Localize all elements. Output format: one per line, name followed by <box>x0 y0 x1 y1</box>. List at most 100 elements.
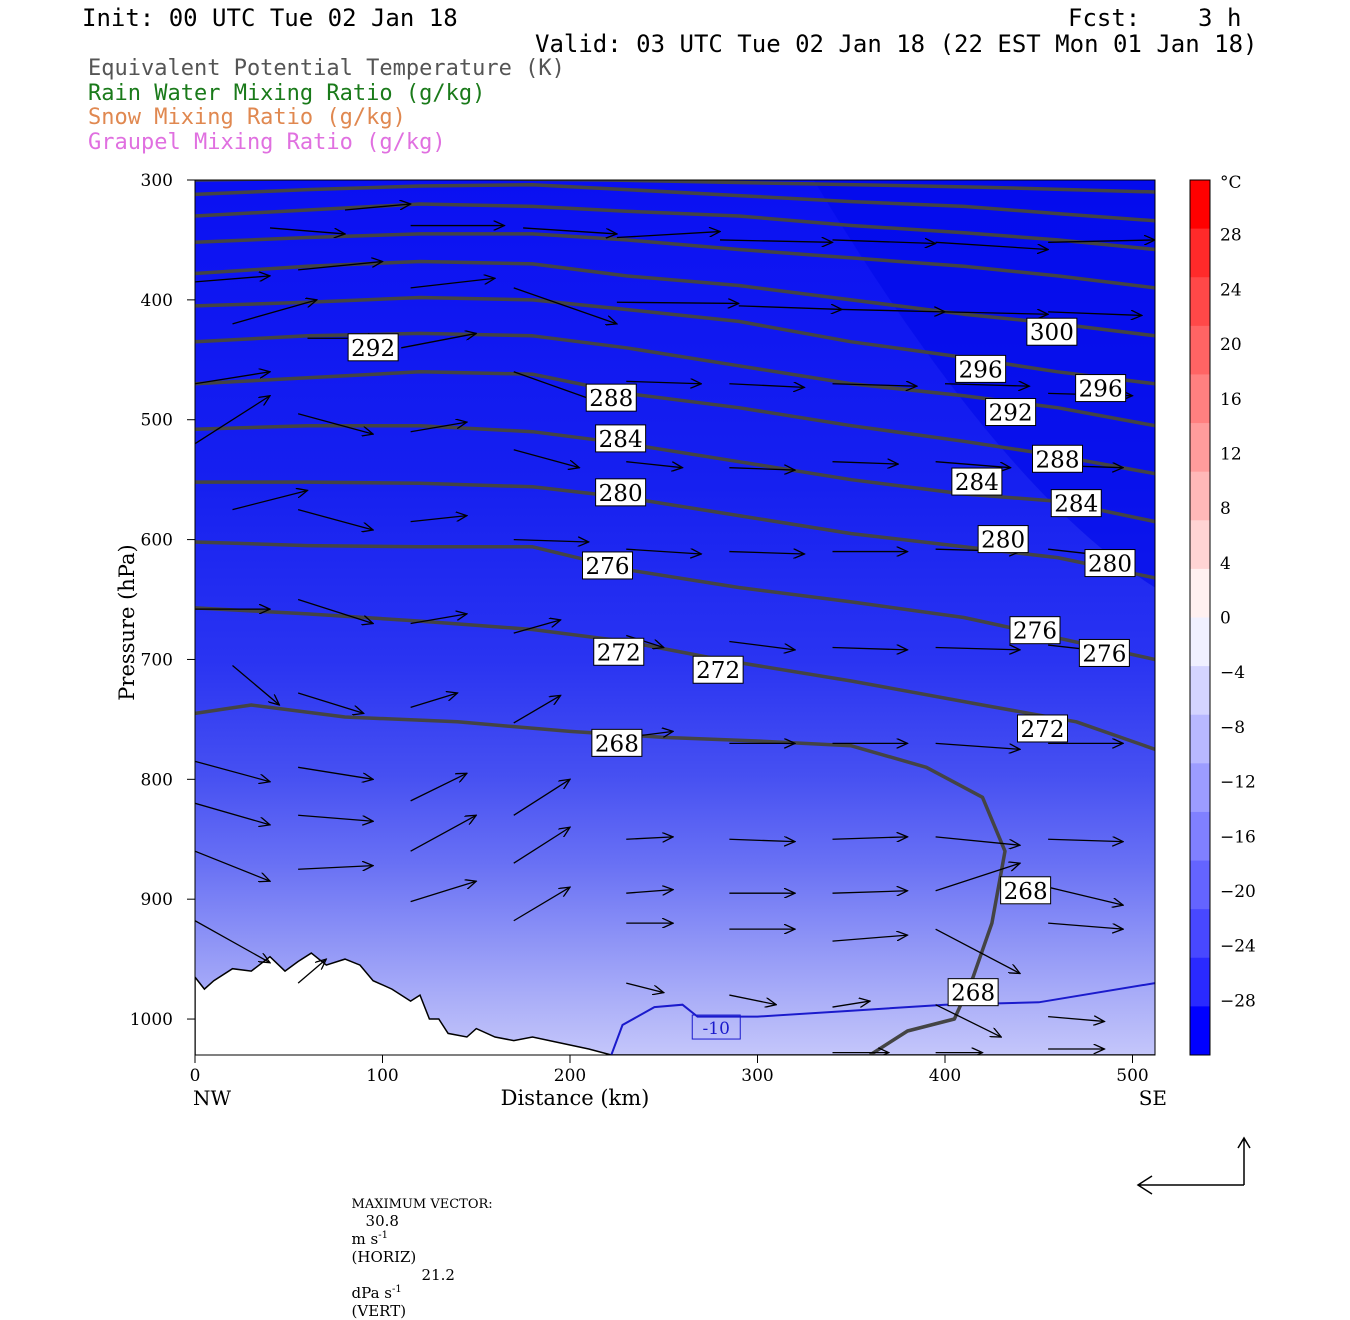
contour-label-box <box>1032 444 1083 473</box>
wind-vector <box>944 384 1029 386</box>
contour-label: 272 <box>1021 717 1065 743</box>
wind-vector <box>232 664 280 705</box>
contour-label: 280 <box>981 528 1025 554</box>
colorbar-bin <box>1190 1006 1210 1056</box>
wind-vector <box>297 959 326 984</box>
wind-vector <box>935 461 1011 468</box>
colorbar-bin <box>1190 471 1210 521</box>
contour-label-box <box>947 978 999 1007</box>
contour-label: 268 <box>595 731 639 757</box>
contour-label-box <box>595 478 647 507</box>
legend-item: Equivalent Potential Temperature (K) <box>88 56 565 81</box>
contour-label: 288 <box>589 386 633 412</box>
contour-label: 296 <box>959 357 1003 383</box>
wind-vector <box>344 204 411 211</box>
wind-vector <box>626 837 673 839</box>
wind-vector <box>410 693 458 709</box>
wind-vector <box>935 836 1020 845</box>
colorbar-tick-label: −20 <box>1220 882 1256 902</box>
wind-vector <box>626 549 701 554</box>
wind-vector <box>513 540 589 542</box>
colorbar-bin <box>1190 860 1210 910</box>
wind-vector <box>832 1001 871 1007</box>
contour-label: 276 <box>586 554 630 580</box>
wind-vector <box>232 490 308 511</box>
contour-label: 288 <box>1036 447 1080 473</box>
wind-vector <box>513 779 570 816</box>
max-vector-horiz-value: 30.8 <box>365 1212 399 1230</box>
wind-vector <box>832 384 917 386</box>
contour-label-box <box>1017 714 1068 743</box>
colorbar-tick-label: −4 <box>1220 663 1245 683</box>
wind-vector <box>195 396 270 445</box>
x-axis-label: Distance (km) <box>501 1086 650 1110</box>
colorbar-tick-label: −8 <box>1220 718 1245 738</box>
y-tick-label: 1000 <box>130 1010 173 1030</box>
colorbar-bin <box>1190 811 1210 862</box>
y-tick-label: 700 <box>141 650 173 670</box>
wind-vector <box>729 839 795 841</box>
y-tick-label: 900 <box>141 890 173 910</box>
colorbar-unit: °C <box>1220 173 1242 193</box>
wind-vector <box>832 647 908 649</box>
max-vector-vert-tag: (VERT) <box>351 1302 407 1320</box>
wind-vector <box>195 276 270 283</box>
y-axis-label: Pressure (hPa) <box>115 544 139 700</box>
contour-label-box <box>1078 638 1130 667</box>
wind-vector <box>269 227 345 234</box>
wind-vector <box>1047 886 1123 905</box>
theta-e-contour <box>195 423 1155 524</box>
wind-vector <box>195 760 270 781</box>
wind-vector <box>841 309 945 311</box>
wind-vector <box>297 413 373 434</box>
x-tick-label: 300 <box>741 1066 773 1086</box>
cold-core-shading <box>813 180 1155 588</box>
theta-e-contour <box>195 370 1155 476</box>
wind-vector <box>410 278 495 289</box>
wind-vector <box>513 620 561 634</box>
wind-vector <box>513 371 598 402</box>
wind-vector <box>232 300 317 325</box>
contour-label-box <box>1075 374 1127 403</box>
wind-vector <box>513 287 617 324</box>
colorbar-bin <box>1190 714 1210 764</box>
colorbar-tick-label: 20 <box>1220 335 1242 355</box>
init-time: Init: 00 UTC Tue 02 Jan 18 <box>82 4 458 32</box>
theta-e-contour <box>195 183 1155 223</box>
contour-label-box <box>591 728 643 757</box>
legend-item: Snow Mixing Ratio (g/kg) <box>88 105 406 130</box>
wind-vector <box>832 462 899 464</box>
colorbar-frame <box>1189 179 1211 1056</box>
contour-label: 276 <box>1013 619 1057 645</box>
colorbar-bin <box>1190 909 1210 959</box>
colorbar-bin <box>1190 568 1210 618</box>
contour-label-box <box>1026 317 1078 346</box>
wind-vector <box>298 814 373 821</box>
wind-vector <box>410 516 467 523</box>
wind-vector <box>729 640 795 649</box>
wind-vector <box>410 773 467 802</box>
colorbar-tick-label: −24 <box>1220 937 1256 957</box>
wind-vector <box>513 695 561 724</box>
max-vector-horiz-unit: m s <box>351 1230 379 1248</box>
max-vector-vert-value: 21.2 <box>421 1266 455 1284</box>
contour-label: 280 <box>599 481 643 507</box>
contour-label: 276 <box>1082 641 1126 667</box>
wind-vector <box>195 372 270 385</box>
temperature-label-box <box>691 1014 741 1040</box>
colorbar-bin <box>1190 277 1210 327</box>
contour-label-box <box>1000 876 1052 905</box>
contour-label: 268 <box>951 981 995 1007</box>
theta-e-contour <box>195 180 1155 194</box>
y-tick-label: 500 <box>141 411 173 431</box>
wind-vector <box>297 508 373 530</box>
x-tick-label: 500 <box>1116 1066 1148 1086</box>
colorbar-bin <box>1190 228 1210 278</box>
contour-label: 292 <box>989 401 1033 427</box>
colorbar-tick-label: 0 <box>1220 609 1231 629</box>
wind-vector <box>935 863 1020 892</box>
wind-vector <box>626 634 664 647</box>
valid-time: Valid: 03 UTC Tue 02 Jan 18 (22 EST Mon … <box>535 30 1258 58</box>
max-vector-vert-unit: dPa s <box>351 1284 392 1302</box>
